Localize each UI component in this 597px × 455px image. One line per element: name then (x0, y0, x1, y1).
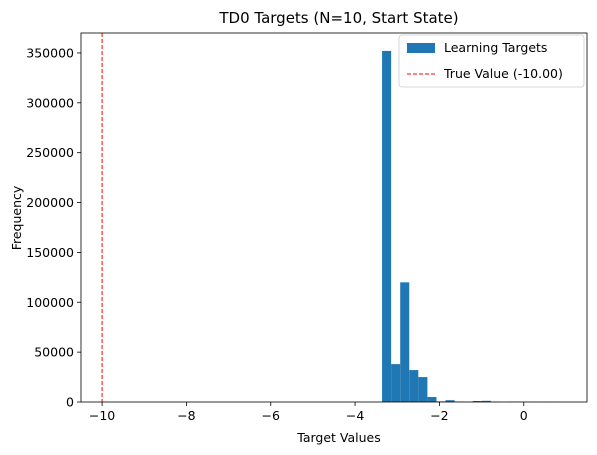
legend-label-learning-targets: Learning Targets (444, 40, 547, 55)
legend-swatch-learning-targets (407, 43, 435, 53)
x-tick-label: −8 (177, 408, 195, 423)
y-tick-label: 50000 (34, 345, 74, 360)
axes-frame (80, 32, 588, 403)
x-axis-ticks: −10 −8 −6 −4 −2 0 (89, 402, 528, 423)
x-tick-label: −2 (430, 408, 448, 423)
y-tick-label: 250000 (26, 145, 74, 160)
histogram-bar-11 (481, 400, 491, 402)
histogram-bar-5 (427, 397, 437, 402)
histogram-bar-0 (382, 50, 392, 402)
x-tick-label: −6 (262, 408, 280, 423)
y-axis-ticks: 0 50000 100000 150000 200000 250000 300000 3500… (26, 45, 81, 410)
x-axis-label: Target Values (296, 430, 380, 445)
y-tick-label: 200000 (26, 195, 74, 210)
y-axis-label: Frequency (9, 185, 24, 250)
histogram-bar-7 (445, 400, 455, 402)
y-tick-label: 0 (66, 395, 74, 410)
legend-label-true-value: True Value (-10.00) (443, 66, 563, 81)
histogram-bar-2 (400, 282, 410, 402)
histogram-bar-3 (409, 370, 419, 402)
histogram-bar-1 (391, 364, 401, 402)
x-tick-label: −4 (346, 408, 364, 423)
x-tick-label: 0 (520, 408, 528, 423)
x-tick-label: −10 (89, 408, 115, 423)
histogram-bar-4 (418, 377, 428, 402)
y-tick-label: 100000 (26, 295, 74, 310)
histogram-bar-10 (472, 401, 482, 402)
chart-title: TD0 Targets (N=10, Start State) (218, 9, 458, 27)
y-tick-label: 150000 (26, 245, 74, 260)
legend: Learning Targets True Value (-10.00) (398, 34, 585, 88)
y-tick-label: 300000 (26, 95, 74, 110)
y-tick-label: 350000 (26, 45, 74, 60)
legend-box (398, 34, 585, 88)
